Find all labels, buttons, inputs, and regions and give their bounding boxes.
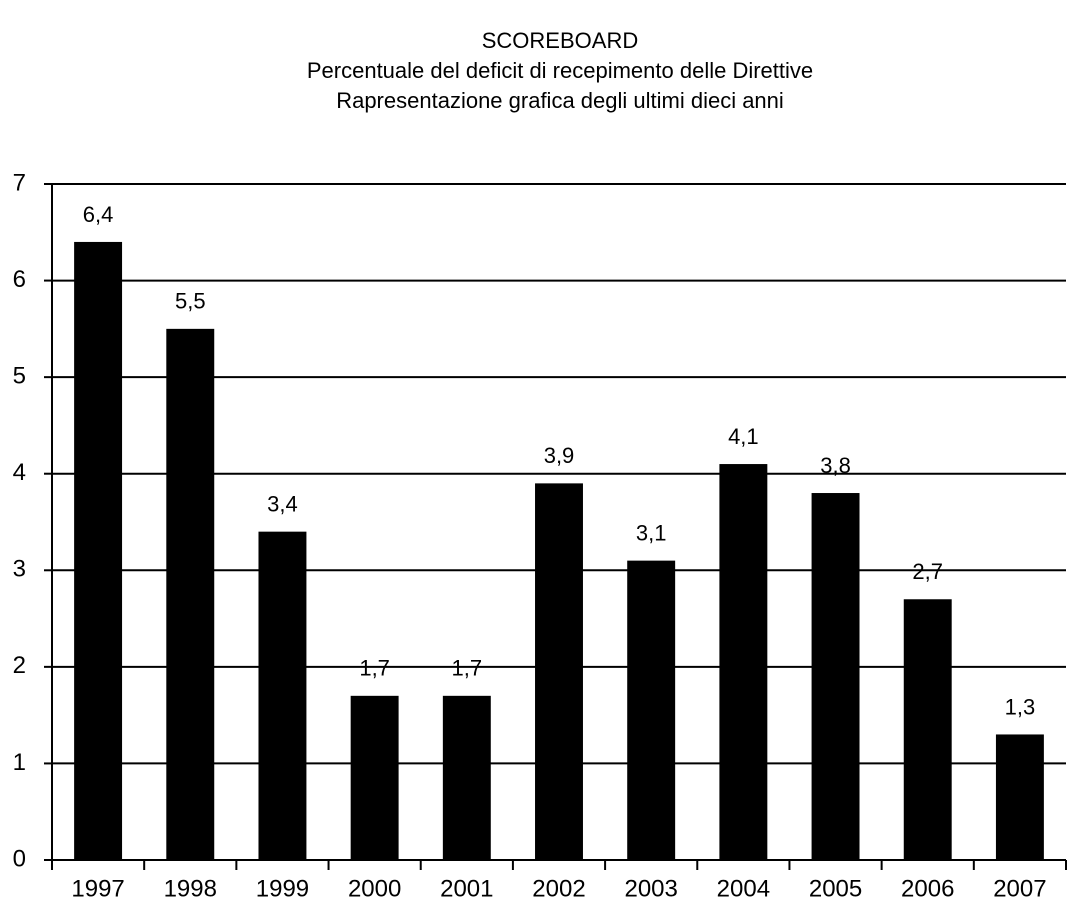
x-tick-label: 2002 (532, 875, 585, 902)
value-label: 4,1 (728, 424, 759, 449)
x-tick-label: 2006 (901, 875, 954, 902)
bar (74, 241, 123, 860)
x-tick-label: 2001 (440, 875, 493, 902)
x-tick-label: 1999 (256, 875, 309, 902)
y-tick-label: 1 (13, 749, 26, 776)
value-label: 5,5 (175, 289, 206, 314)
value-label: 3,8 (820, 453, 851, 478)
bar (811, 493, 860, 860)
x-tick-label: 2003 (624, 875, 677, 902)
value-label: 1,3 (1005, 694, 1036, 719)
y-tick-label: 6 (13, 266, 26, 293)
y-tick-label: 2 (13, 652, 26, 679)
bar (535, 483, 583, 860)
bar (627, 560, 676, 860)
y-tick-label: 3 (13, 556, 26, 583)
value-label: 3,4 (267, 491, 298, 516)
value-label: 3,9 (544, 443, 575, 468)
x-tick-label: 1998 (164, 875, 217, 902)
bar (442, 695, 491, 860)
value-label: 1,7 (452, 656, 483, 681)
bar (719, 464, 768, 860)
bar (350, 695, 399, 860)
chart-title: Percentuale del deficit di recepimento d… (307, 58, 813, 83)
y-tick-label: 4 (13, 459, 26, 486)
bar (166, 328, 215, 860)
y-tick-label: 0 (13, 845, 26, 872)
bar (995, 734, 1044, 860)
value-label: 2,7 (912, 559, 943, 584)
value-label: 6,4 (83, 202, 114, 227)
y-tick-label: 5 (13, 362, 26, 389)
bar (258, 531, 307, 860)
chart-title: SCOREBOARD (482, 28, 638, 53)
bar (903, 599, 952, 860)
x-tick-label: 2000 (348, 875, 401, 902)
x-tick-label: 1997 (71, 875, 124, 902)
x-tick-label: 2007 (993, 875, 1046, 902)
value-label: 1,7 (359, 656, 390, 681)
x-tick-label: 2005 (809, 875, 862, 902)
chart-title: Rapresentazione grafica degli ultimi die… (336, 88, 784, 113)
value-label: 3,1 (636, 520, 667, 545)
y-tick-label: 7 (13, 169, 26, 196)
x-tick-label: 2004 (717, 875, 770, 902)
